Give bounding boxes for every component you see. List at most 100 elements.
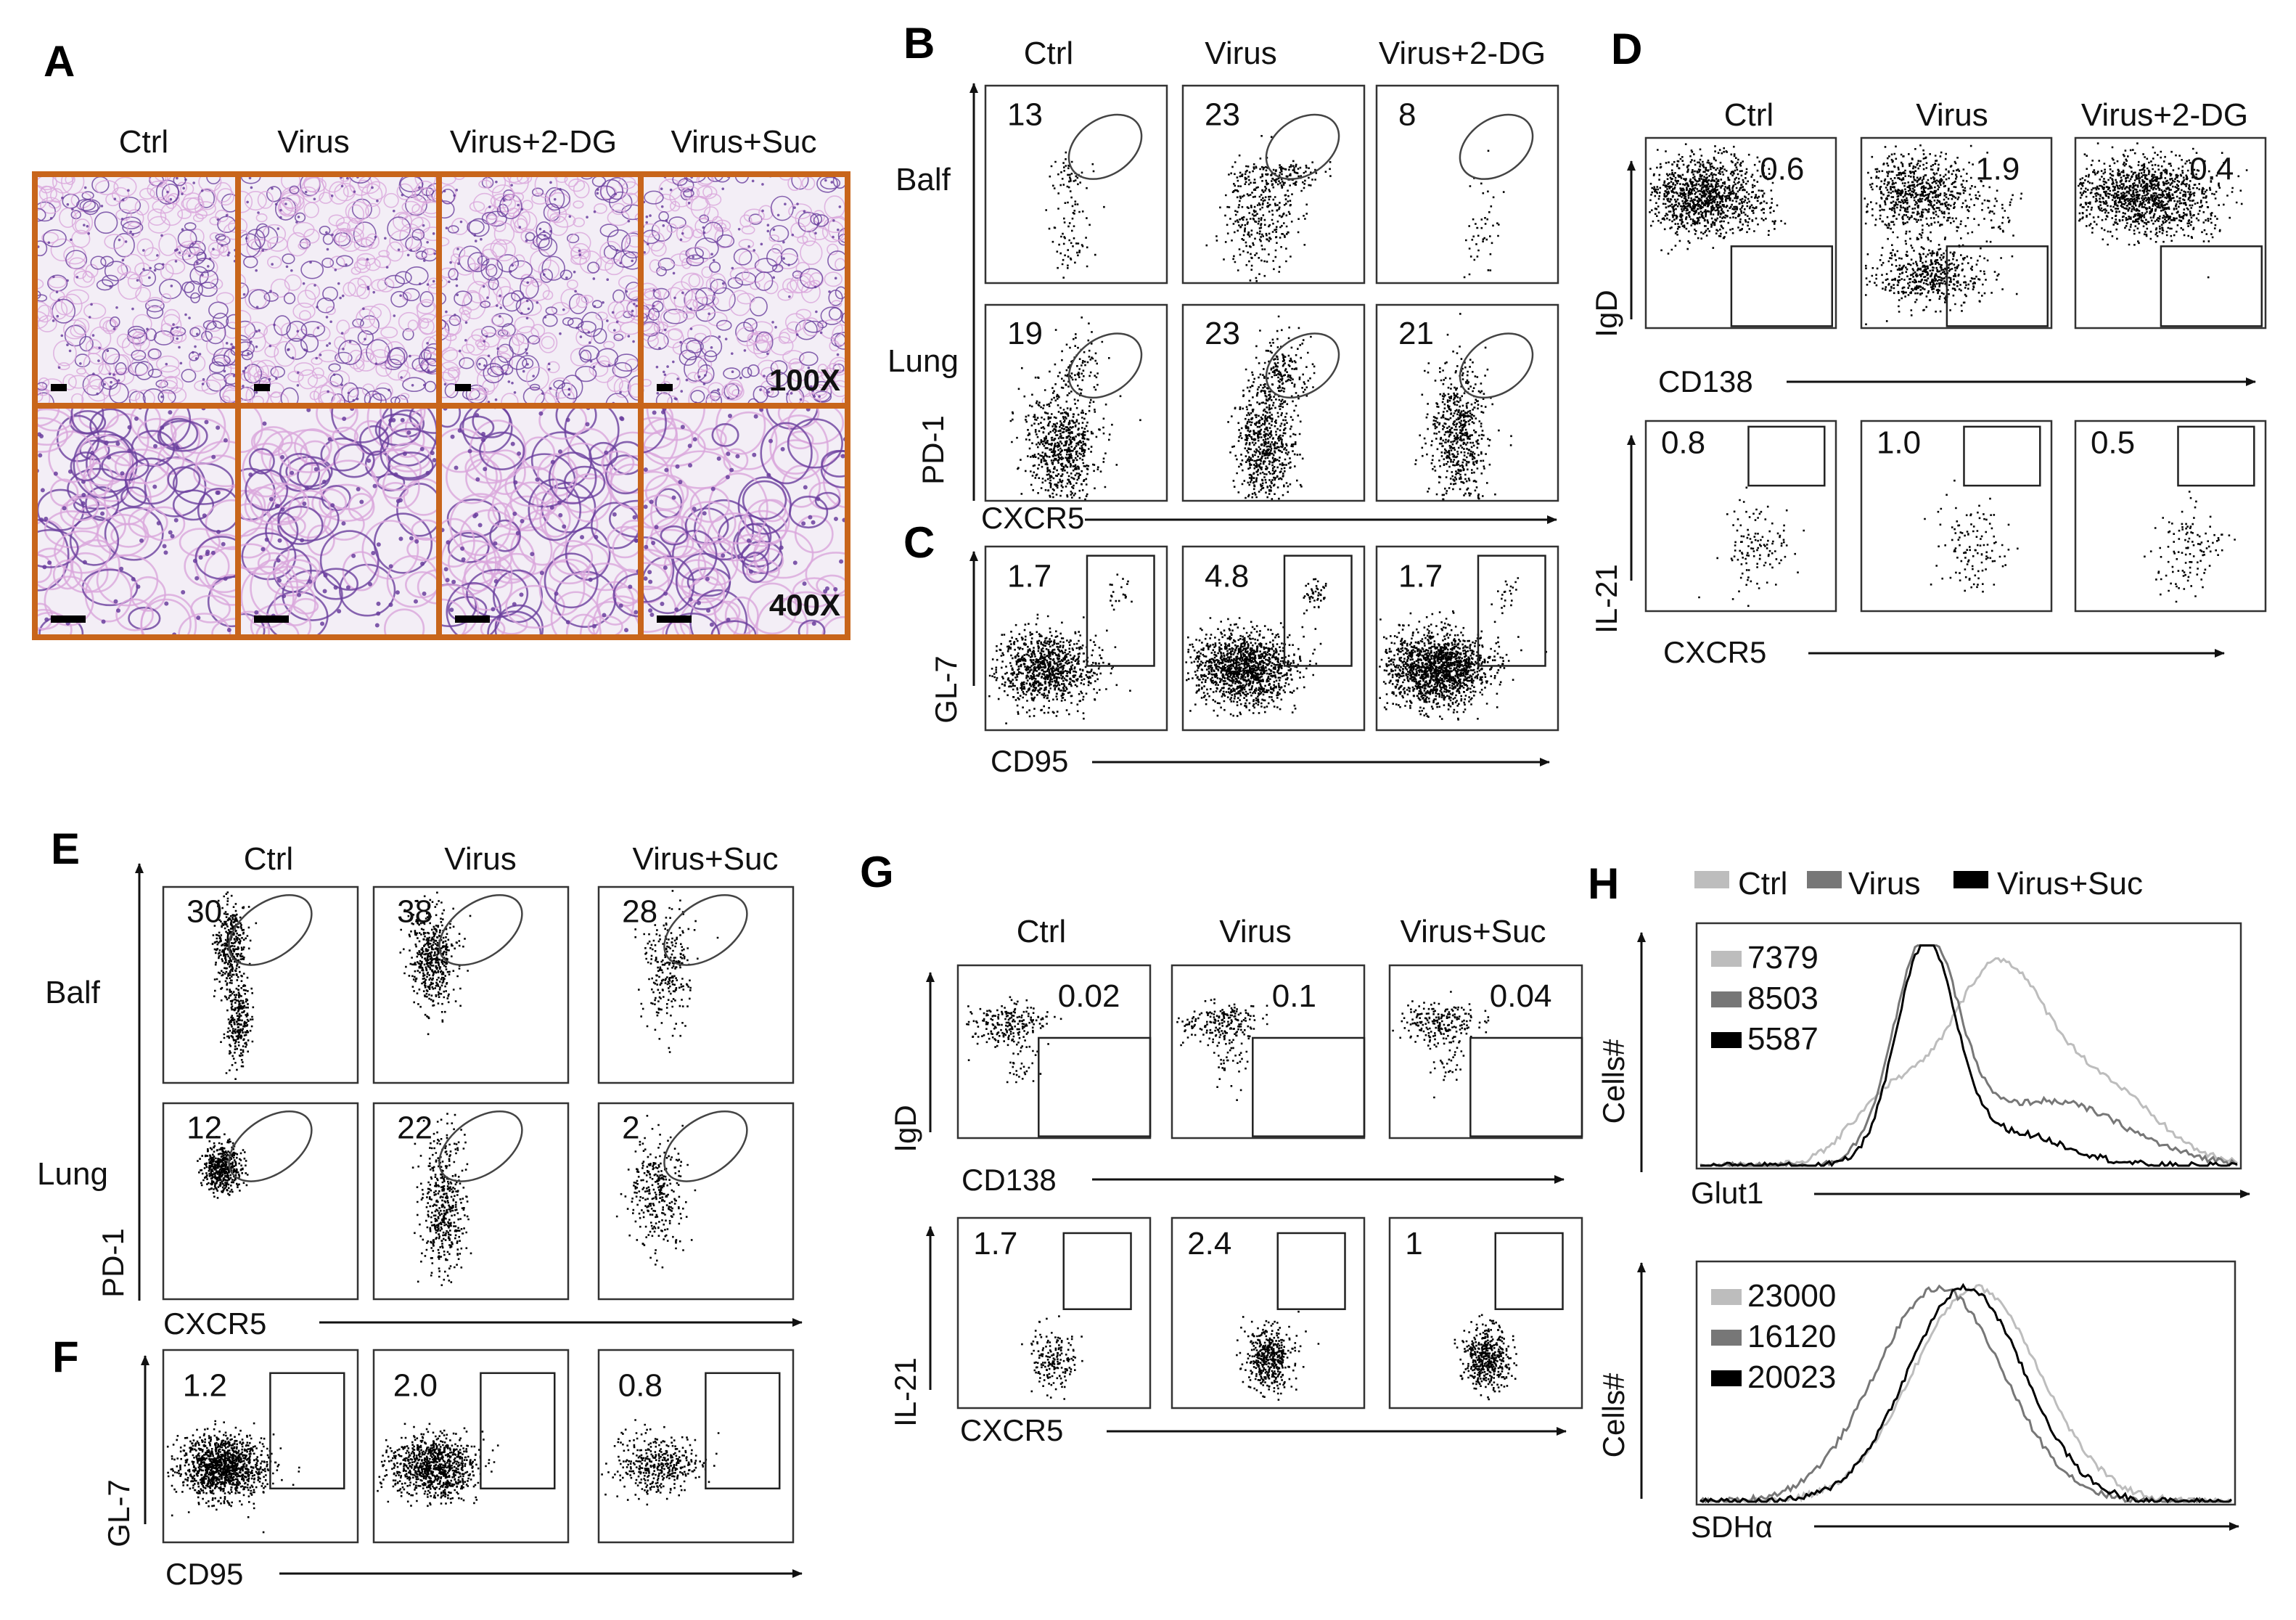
nucleus: [568, 215, 572, 218]
alveolus: [471, 328, 489, 342]
nucleus: [735, 454, 740, 459]
nucleus: [362, 307, 365, 311]
nucleus: [747, 245, 750, 248]
nucleus: [606, 278, 610, 282]
nucleus: [120, 217, 124, 221]
nucleus: [702, 511, 707, 516]
nucleus: [305, 349, 308, 352]
nucleus: [553, 197, 557, 201]
alveolus: [238, 233, 261, 258]
gate-percentage: 1.7: [1398, 559, 1443, 594]
alveolus: [788, 203, 812, 220]
stat-value: 7379: [1747, 940, 1819, 975]
panel-e-x-label: CXCR5: [163, 1306, 266, 1341]
nucleus: [445, 578, 450, 583]
alveolus: [357, 275, 372, 289]
alveolus: [94, 211, 118, 234]
nucleus: [634, 538, 639, 543]
alveolus: [79, 199, 101, 213]
nucleus: [549, 387, 552, 390]
alveolus: [802, 229, 816, 247]
alveolus: [316, 297, 335, 314]
nucleus: [787, 263, 790, 266]
alveolus: [607, 375, 623, 393]
nucleus: [674, 607, 679, 612]
alveolus: [611, 202, 626, 216]
alveolus: [331, 406, 393, 443]
alveolus: [482, 379, 496, 395]
nucleus: [690, 189, 694, 192]
nucleus: [833, 516, 838, 521]
alveolus: [98, 363, 111, 375]
nucleus: [475, 413, 480, 418]
alveolus: [427, 283, 439, 295]
nucleus: [721, 187, 725, 190]
alveolus: [245, 469, 289, 512]
nucleus: [573, 270, 576, 274]
alveolus: [454, 290, 472, 306]
nucleus: [326, 248, 329, 251]
nucleus: [589, 341, 591, 344]
plot-frame: [1388, 964, 1583, 1140]
histology-image: [35, 406, 238, 637]
nucleus: [575, 326, 578, 330]
dot-cloud: [966, 996, 1062, 1061]
gate-percentage: 1.9: [1975, 152, 2020, 187]
nucleus: [223, 438, 228, 443]
nucleus: [625, 290, 628, 293]
alveolus: [782, 350, 805, 364]
alveolus: [401, 200, 420, 213]
alveolus: [538, 406, 588, 440]
panel-h-bottom-y-label: Cells#: [1596, 1372, 1631, 1457]
plot-frame: [984, 84, 1168, 285]
nucleus: [461, 557, 466, 562]
alveolus: [61, 174, 85, 195]
alveolus: [831, 380, 848, 398]
nucleus: [131, 233, 134, 237]
alveolus: [702, 186, 713, 198]
alveolus: [113, 176, 137, 197]
alveolus: [542, 314, 558, 327]
nucleus: [464, 321, 468, 324]
nucleus: [449, 608, 454, 613]
alveolus: [319, 530, 380, 591]
nucleus: [181, 192, 184, 195]
alveolus: [553, 380, 565, 389]
nucleus: [746, 538, 751, 543]
gate-percentage: 12: [186, 1110, 222, 1146]
nucleus: [153, 269, 157, 272]
nucleus: [347, 391, 350, 395]
panel-e-col-suc: Virus+Suc: [633, 841, 779, 877]
alveolus: [205, 499, 238, 550]
alveolus: [466, 334, 486, 356]
nucleus: [596, 192, 599, 195]
panel-a-col-virus: Virus: [277, 124, 349, 160]
nucleus: [832, 219, 835, 222]
alveolus: [704, 350, 718, 363]
nucleus: [592, 365, 596, 369]
alveolus: [255, 213, 268, 223]
alveolus: [666, 223, 677, 233]
alveolus: [758, 205, 774, 221]
panel-label-a: A: [44, 37, 75, 86]
alveolus: [525, 232, 536, 242]
flow-plot: 13: [984, 84, 1168, 285]
alveolus: [769, 225, 790, 242]
nucleus: [710, 346, 713, 349]
alveolus: [124, 457, 178, 505]
nucleus: [565, 620, 570, 625]
alveolus: [305, 283, 321, 300]
nucleus: [315, 356, 318, 360]
nucleus: [837, 228, 840, 232]
panel-d-bottom-y-label: IL-21: [1589, 564, 1623, 634]
alveolus: [655, 392, 673, 406]
nucleus: [376, 611, 381, 616]
alveolus: [414, 246, 429, 258]
nucleus: [627, 335, 631, 338]
tissue-texture: [35, 174, 238, 406]
alveolus: [515, 297, 534, 315]
nucleus: [453, 194, 456, 197]
alveolus: [686, 254, 705, 266]
panel-g-plots: 0.02 0.1 0.041.7 2.4 1: [956, 964, 1583, 1410]
alveolus: [529, 250, 552, 273]
